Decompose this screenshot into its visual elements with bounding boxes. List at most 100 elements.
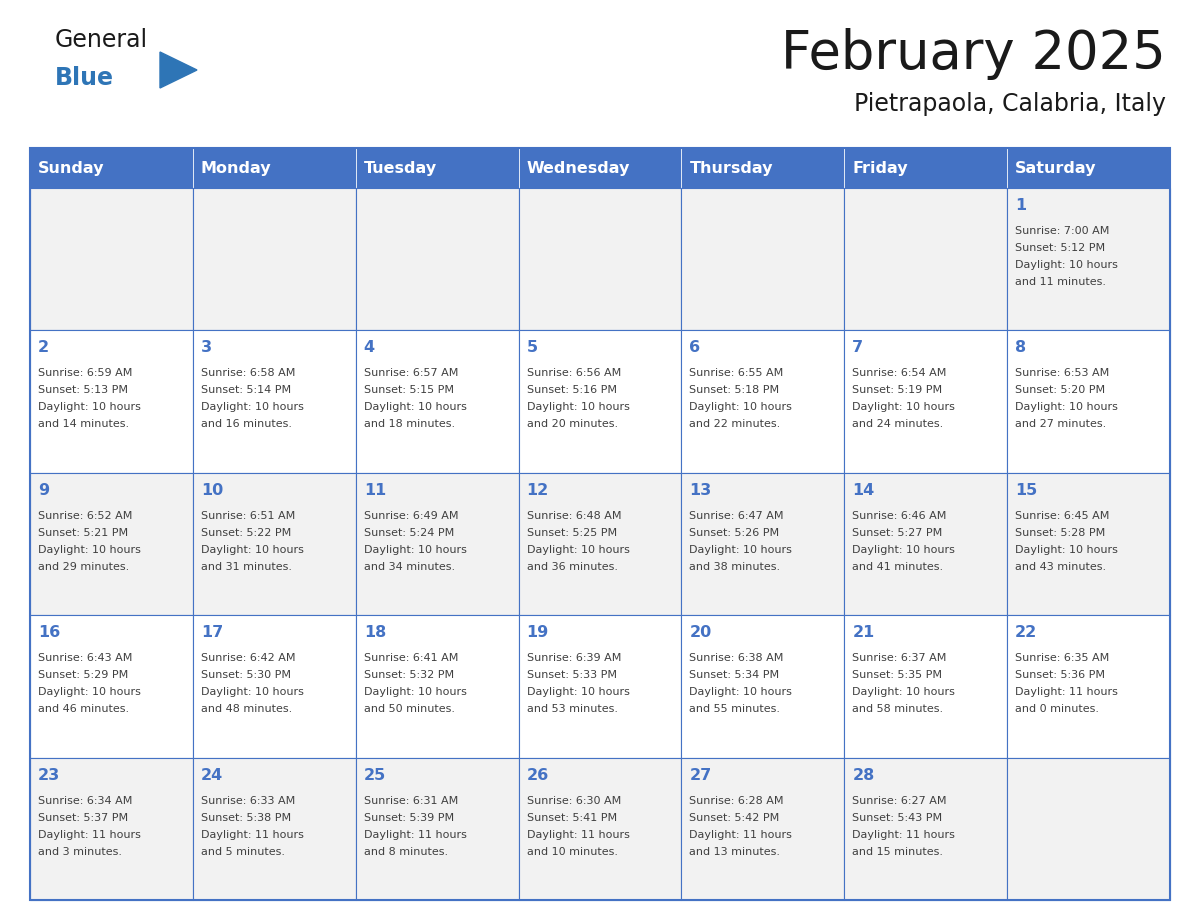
Text: Daylight: 10 hours: Daylight: 10 hours — [689, 688, 792, 697]
Text: Sunrise: 6:55 AM: Sunrise: 6:55 AM — [689, 368, 784, 378]
Text: and 43 minutes.: and 43 minutes. — [1015, 562, 1106, 572]
Text: Daylight: 10 hours: Daylight: 10 hours — [201, 402, 304, 412]
Bar — [355, 188, 519, 330]
Text: Sunset: 5:38 PM: Sunset: 5:38 PM — [201, 812, 291, 823]
Text: 8: 8 — [1015, 341, 1026, 355]
Text: Daylight: 10 hours: Daylight: 10 hours — [1015, 402, 1118, 412]
Text: Daylight: 11 hours: Daylight: 11 hours — [364, 830, 467, 840]
Text: Daylight: 10 hours: Daylight: 10 hours — [689, 402, 792, 412]
Bar — [682, 473, 845, 615]
Text: Sunset: 5:27 PM: Sunset: 5:27 PM — [852, 528, 942, 538]
Text: and 41 minutes.: and 41 minutes. — [852, 562, 943, 572]
Text: 23: 23 — [38, 767, 61, 783]
Text: Sunset: 5:18 PM: Sunset: 5:18 PM — [689, 386, 779, 396]
Text: and 29 minutes.: and 29 minutes. — [38, 562, 129, 572]
Bar — [845, 757, 1007, 900]
Text: Daylight: 11 hours: Daylight: 11 hours — [1015, 688, 1118, 697]
Text: Sunrise: 6:34 AM: Sunrise: 6:34 AM — [38, 796, 132, 806]
Text: Sunrise: 6:59 AM: Sunrise: 6:59 AM — [38, 368, 132, 378]
Text: and 38 minutes.: and 38 minutes. — [689, 562, 781, 572]
Bar — [192, 148, 355, 188]
Text: Sunset: 5:13 PM: Sunset: 5:13 PM — [38, 386, 128, 396]
Bar — [845, 148, 1007, 188]
Text: Friday: Friday — [852, 161, 908, 175]
Text: Sunrise: 6:51 AM: Sunrise: 6:51 AM — [201, 510, 295, 521]
Text: Daylight: 10 hours: Daylight: 10 hours — [364, 544, 467, 554]
Bar — [1007, 757, 1170, 900]
Text: and 15 minutes.: and 15 minutes. — [852, 846, 943, 856]
Text: Daylight: 10 hours: Daylight: 10 hours — [526, 402, 630, 412]
Text: Sunrise: 6:31 AM: Sunrise: 6:31 AM — [364, 796, 457, 806]
Text: and 55 minutes.: and 55 minutes. — [689, 704, 781, 714]
Text: and 0 minutes.: and 0 minutes. — [1015, 704, 1099, 714]
Text: Sunrise: 6:28 AM: Sunrise: 6:28 AM — [689, 796, 784, 806]
Text: Sunset: 5:25 PM: Sunset: 5:25 PM — [526, 528, 617, 538]
Bar — [845, 188, 1007, 330]
Text: Sunrise: 6:27 AM: Sunrise: 6:27 AM — [852, 796, 947, 806]
Bar — [355, 148, 519, 188]
Text: Daylight: 10 hours: Daylight: 10 hours — [1015, 260, 1118, 270]
Text: Sunrise: 6:41 AM: Sunrise: 6:41 AM — [364, 654, 459, 663]
Text: Sunset: 5:39 PM: Sunset: 5:39 PM — [364, 812, 454, 823]
Bar — [30, 473, 192, 615]
Text: 25: 25 — [364, 767, 386, 783]
Text: February 2025: February 2025 — [782, 28, 1165, 80]
Text: and 11 minutes.: and 11 minutes. — [1015, 277, 1106, 287]
Text: 3: 3 — [201, 341, 211, 355]
Text: Sunset: 5:28 PM: Sunset: 5:28 PM — [1015, 528, 1105, 538]
Text: Sunrise: 6:49 AM: Sunrise: 6:49 AM — [364, 510, 459, 521]
Text: and 53 minutes.: and 53 minutes. — [526, 704, 618, 714]
Text: Sunset: 5:29 PM: Sunset: 5:29 PM — [38, 670, 128, 680]
Bar — [30, 757, 192, 900]
Bar — [355, 615, 519, 757]
Text: 4: 4 — [364, 341, 375, 355]
Text: Sunrise: 6:57 AM: Sunrise: 6:57 AM — [364, 368, 459, 378]
Text: 21: 21 — [852, 625, 874, 640]
Text: Daylight: 11 hours: Daylight: 11 hours — [852, 830, 955, 840]
Text: and 50 minutes.: and 50 minutes. — [364, 704, 455, 714]
Bar — [355, 473, 519, 615]
Text: Daylight: 11 hours: Daylight: 11 hours — [201, 830, 304, 840]
Bar — [682, 615, 845, 757]
Bar — [519, 615, 682, 757]
Text: Sunset: 5:21 PM: Sunset: 5:21 PM — [38, 528, 128, 538]
Text: Daylight: 10 hours: Daylight: 10 hours — [1015, 544, 1118, 554]
Text: Daylight: 11 hours: Daylight: 11 hours — [689, 830, 792, 840]
Text: Sunset: 5:35 PM: Sunset: 5:35 PM — [852, 670, 942, 680]
Bar — [1007, 473, 1170, 615]
Text: and 36 minutes.: and 36 minutes. — [526, 562, 618, 572]
Bar — [30, 148, 1170, 900]
Text: Daylight: 10 hours: Daylight: 10 hours — [364, 402, 467, 412]
Text: Sunrise: 6:30 AM: Sunrise: 6:30 AM — [526, 796, 621, 806]
Text: and 3 minutes.: and 3 minutes. — [38, 846, 122, 856]
Bar — [192, 188, 355, 330]
Text: 14: 14 — [852, 483, 874, 498]
Text: 27: 27 — [689, 767, 712, 783]
Text: and 13 minutes.: and 13 minutes. — [689, 846, 781, 856]
Bar — [30, 188, 192, 330]
Polygon shape — [160, 52, 197, 88]
Text: Sunrise: 7:00 AM: Sunrise: 7:00 AM — [1015, 226, 1110, 236]
Text: 15: 15 — [1015, 483, 1037, 498]
Text: Sunset: 5:15 PM: Sunset: 5:15 PM — [364, 386, 454, 396]
Text: and 48 minutes.: and 48 minutes. — [201, 704, 292, 714]
Text: Daylight: 10 hours: Daylight: 10 hours — [852, 402, 955, 412]
Text: Daylight: 11 hours: Daylight: 11 hours — [38, 830, 141, 840]
Text: and 31 minutes.: and 31 minutes. — [201, 562, 292, 572]
Text: Daylight: 10 hours: Daylight: 10 hours — [852, 688, 955, 697]
Text: 17: 17 — [201, 625, 223, 640]
Text: and 24 minutes.: and 24 minutes. — [852, 420, 943, 430]
Text: Sunset: 5:16 PM: Sunset: 5:16 PM — [526, 386, 617, 396]
Text: Sunset: 5:19 PM: Sunset: 5:19 PM — [852, 386, 942, 396]
Text: Sunset: 5:26 PM: Sunset: 5:26 PM — [689, 528, 779, 538]
Text: Daylight: 10 hours: Daylight: 10 hours — [852, 544, 955, 554]
Bar — [355, 757, 519, 900]
Text: 13: 13 — [689, 483, 712, 498]
Text: Sunset: 5:14 PM: Sunset: 5:14 PM — [201, 386, 291, 396]
Text: and 20 minutes.: and 20 minutes. — [526, 420, 618, 430]
Text: Blue: Blue — [55, 66, 114, 90]
Text: Sunrise: 6:58 AM: Sunrise: 6:58 AM — [201, 368, 296, 378]
Bar — [682, 330, 845, 473]
Text: Sunrise: 6:33 AM: Sunrise: 6:33 AM — [201, 796, 295, 806]
Bar — [519, 188, 682, 330]
